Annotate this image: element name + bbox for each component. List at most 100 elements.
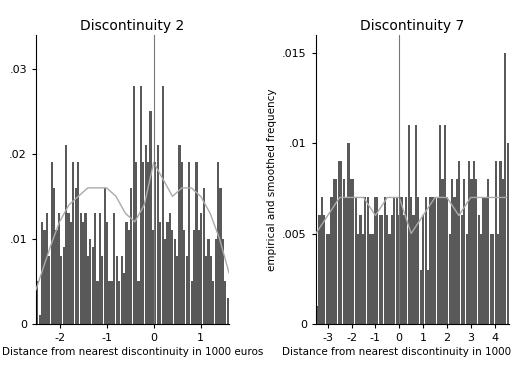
Bar bbox=[125, 222, 127, 324]
Bar bbox=[87, 256, 89, 324]
Bar bbox=[101, 256, 103, 324]
Bar bbox=[400, 197, 402, 324]
Bar bbox=[463, 179, 465, 324]
Bar bbox=[63, 247, 65, 324]
Bar bbox=[497, 234, 499, 324]
Bar bbox=[323, 215, 325, 324]
Bar bbox=[442, 179, 444, 324]
Bar bbox=[403, 215, 405, 324]
Bar bbox=[338, 161, 340, 324]
Bar bbox=[376, 197, 378, 324]
Bar bbox=[362, 234, 364, 324]
Bar bbox=[318, 215, 321, 324]
Bar bbox=[432, 197, 434, 324]
Bar bbox=[183, 230, 186, 324]
Bar bbox=[157, 145, 159, 324]
Bar bbox=[485, 197, 487, 324]
Bar bbox=[456, 179, 458, 324]
Bar bbox=[181, 162, 183, 324]
Bar bbox=[359, 215, 361, 324]
Bar bbox=[97, 281, 99, 324]
Bar bbox=[333, 179, 335, 324]
X-axis label: Distance from nearest discontinuity in 1000 euros: Distance from nearest discontinuity in 1… bbox=[2, 347, 263, 357]
Bar bbox=[451, 179, 453, 324]
Bar bbox=[60, 256, 62, 324]
Bar bbox=[422, 215, 424, 324]
Bar bbox=[366, 197, 369, 324]
Y-axis label: empirical and smoothed frequency: empirical and smoothed frequency bbox=[267, 88, 277, 271]
Bar bbox=[461, 215, 463, 324]
Bar bbox=[169, 213, 171, 324]
Bar bbox=[396, 197, 398, 324]
Bar bbox=[449, 234, 451, 324]
Bar bbox=[227, 298, 229, 324]
Bar bbox=[152, 230, 154, 324]
Bar bbox=[65, 145, 67, 324]
Bar bbox=[167, 222, 169, 324]
Bar bbox=[161, 86, 164, 324]
Bar bbox=[350, 179, 352, 324]
Bar bbox=[198, 230, 200, 324]
Bar bbox=[436, 197, 439, 324]
Bar bbox=[507, 143, 509, 324]
Bar bbox=[405, 197, 408, 324]
Bar bbox=[475, 179, 478, 324]
Bar bbox=[398, 215, 400, 324]
Bar bbox=[94, 213, 96, 324]
Bar bbox=[193, 230, 195, 324]
Bar bbox=[154, 162, 156, 324]
Bar bbox=[222, 239, 224, 324]
Bar bbox=[150, 112, 152, 324]
Bar bbox=[446, 197, 448, 324]
Bar bbox=[381, 215, 383, 324]
Bar bbox=[50, 162, 53, 324]
Bar bbox=[420, 269, 422, 324]
Bar bbox=[106, 222, 108, 324]
Bar bbox=[321, 197, 323, 324]
Bar bbox=[483, 197, 485, 324]
Bar bbox=[70, 222, 72, 324]
Bar bbox=[210, 256, 212, 324]
Bar bbox=[195, 162, 197, 324]
Bar bbox=[429, 197, 432, 324]
Bar bbox=[391, 215, 393, 324]
Bar bbox=[340, 161, 342, 324]
Bar bbox=[178, 145, 180, 324]
Bar bbox=[444, 125, 446, 324]
Bar bbox=[478, 215, 480, 324]
Bar bbox=[408, 125, 410, 324]
Bar bbox=[369, 234, 371, 324]
Bar bbox=[494, 161, 497, 324]
Bar bbox=[203, 188, 205, 324]
Bar bbox=[118, 281, 120, 324]
Bar bbox=[393, 197, 395, 324]
Bar bbox=[111, 281, 113, 324]
Bar bbox=[91, 247, 94, 324]
Bar bbox=[116, 256, 118, 324]
Bar bbox=[80, 213, 82, 324]
Bar bbox=[215, 239, 217, 324]
Bar bbox=[113, 213, 116, 324]
Bar bbox=[58, 213, 60, 324]
Bar bbox=[164, 239, 166, 324]
Bar bbox=[140, 86, 142, 324]
Bar bbox=[171, 230, 173, 324]
Bar bbox=[205, 256, 207, 324]
Bar bbox=[504, 53, 506, 324]
Bar bbox=[331, 197, 333, 324]
Title: Discontinuity 7: Discontinuity 7 bbox=[360, 19, 465, 32]
Bar bbox=[84, 213, 86, 324]
Bar bbox=[458, 161, 461, 324]
Bar bbox=[355, 197, 357, 324]
Bar bbox=[425, 197, 427, 324]
Bar bbox=[56, 230, 58, 324]
Bar bbox=[128, 230, 130, 324]
Bar bbox=[144, 145, 147, 324]
Bar bbox=[41, 222, 43, 324]
Bar bbox=[468, 161, 470, 324]
Bar bbox=[137, 281, 140, 324]
Bar bbox=[357, 234, 359, 324]
Bar bbox=[39, 315, 41, 324]
Bar bbox=[67, 213, 69, 324]
Bar bbox=[46, 213, 48, 324]
